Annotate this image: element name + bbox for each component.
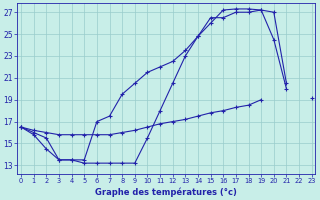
- X-axis label: Graphe des températures (°c): Graphe des températures (°c): [95, 187, 237, 197]
